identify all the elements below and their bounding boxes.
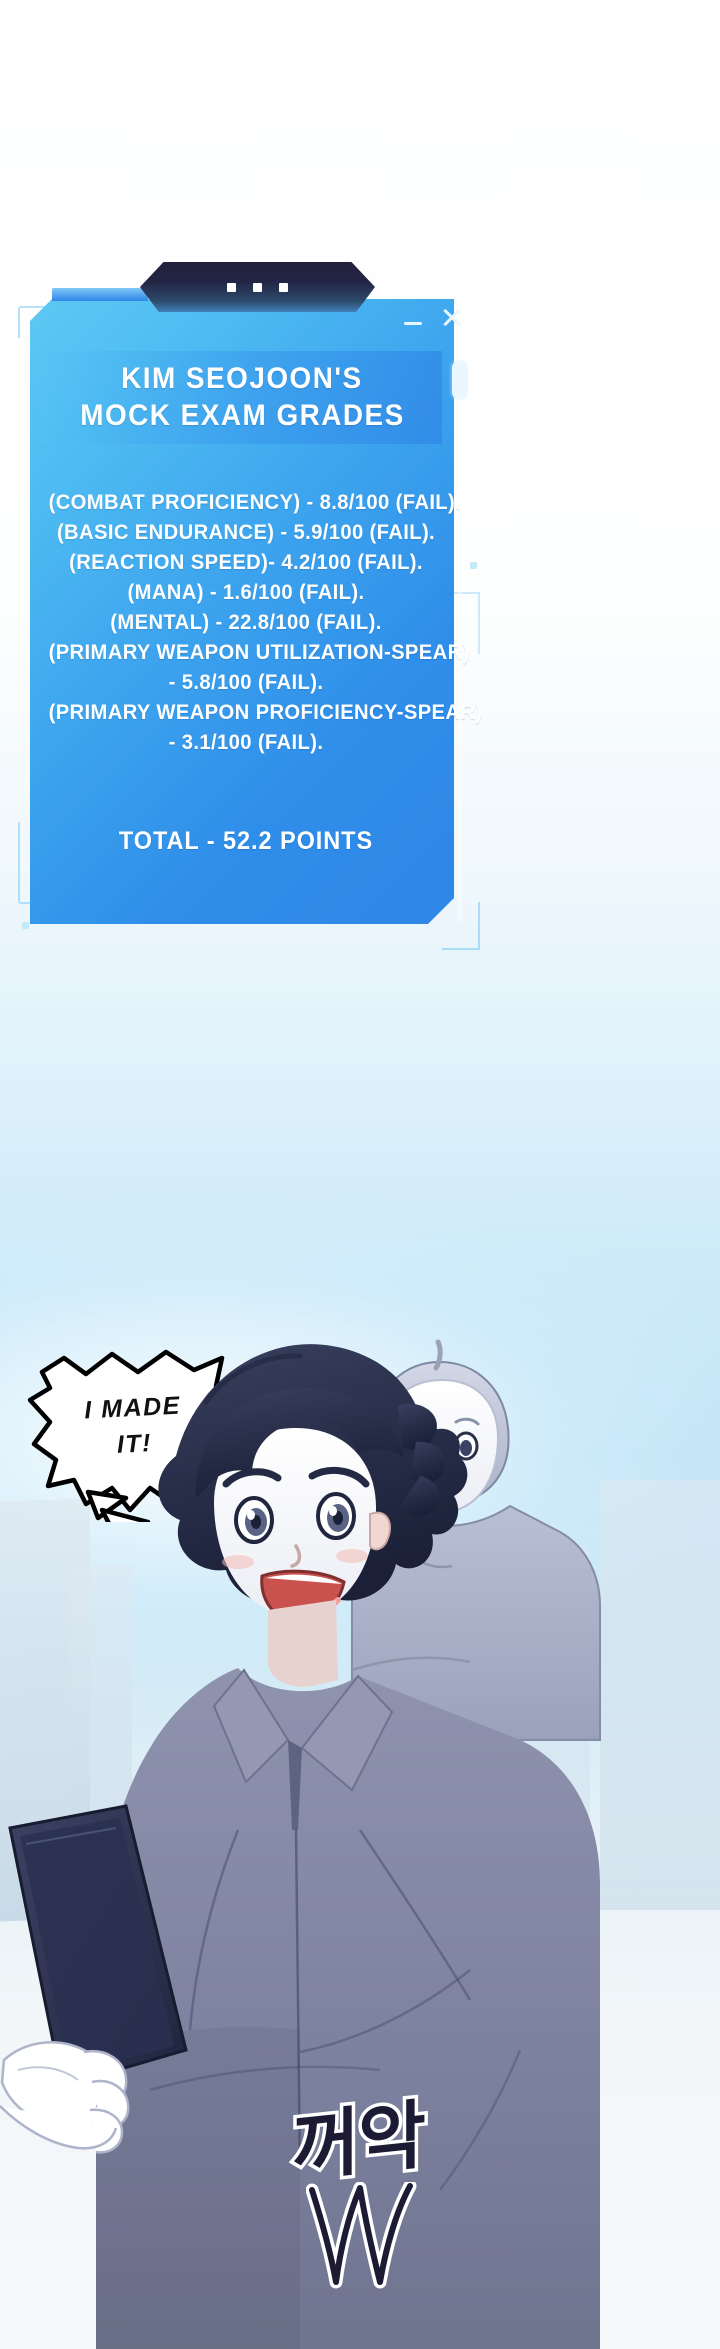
- main-character: [96, 1344, 600, 2349]
- stat-line: (COMBAT PROFICIENCY) - 8.8/100 (FAIL).: [48, 490, 462, 514]
- sound-effect-text: 꺼악: [289, 2089, 427, 2193]
- hud-dot: [22, 922, 29, 929]
- character-illustration: [0, 1339, 601, 2349]
- hud-bracket-top-left: [18, 306, 46, 338]
- close-button[interactable]: [440, 306, 464, 330]
- stat-line: - 3.1/100 (FAIL).: [168, 730, 324, 754]
- stat-line: (PRIMARY WEAPON PROFICIENCY-SPEAR): [48, 700, 483, 724]
- stat-line: - 5.8/100 (FAIL).: [168, 670, 324, 694]
- tab-strip-segment[interactable]: [52, 288, 148, 301]
- character-artwork: [0, 1270, 720, 2349]
- system-status-window: KIM SEOJOON'S MOCK EXAM GRADES (COMBAT P…: [18, 260, 483, 952]
- stat-list: (COMBAT PROFICIENCY) - 8.8/100 (FAIL). (…: [36, 487, 483, 757]
- stat-line: (MANA) - 1.6/100 (FAIL).: [127, 580, 365, 604]
- titlebar-dot-icon: [253, 282, 262, 292]
- titlebar-dots-group: [140, 262, 375, 312]
- scrollbar-thumb[interactable]: [452, 360, 468, 400]
- hud-bracket-bottom-right: [442, 902, 480, 950]
- stat-line: (REACTION SPEED)- 4.2/100 (FAIL).: [69, 550, 423, 574]
- stat-line: (MENTAL) - 22.8/100 (FAIL).: [110, 610, 382, 634]
- stat-line: (PRIMARY WEAPON UTILIZATION-SPEAR): [48, 640, 470, 664]
- window-controls[interactable]: [402, 306, 464, 330]
- hud-bracket-top-right: [452, 592, 480, 654]
- total-score-label: TOTAL - 52.2 POINTS: [118, 827, 374, 855]
- scrollbar-track[interactable]: [458, 362, 462, 922]
- titlebar-dot-icon: [279, 282, 288, 292]
- minimize-button[interactable]: [402, 307, 424, 329]
- window-title-line-2: MOCK EXAM GRADES: [79, 398, 405, 432]
- tablet-and-hand: [0, 1804, 188, 2154]
- window-title-block: KIM SEOJOON'S MOCK EXAM GRADES: [42, 351, 442, 444]
- window-title-line-1: KIM SEOJOON'S: [121, 361, 363, 395]
- background-building: [600, 1480, 720, 1910]
- sound-effect-tail: [306, 2182, 417, 2289]
- hud-dot: [470, 562, 477, 569]
- titlebar-dot-icon: [227, 282, 236, 292]
- stat-line: (BASIC ENDURANCE) - 5.9/100 (FAIL).: [56, 520, 436, 544]
